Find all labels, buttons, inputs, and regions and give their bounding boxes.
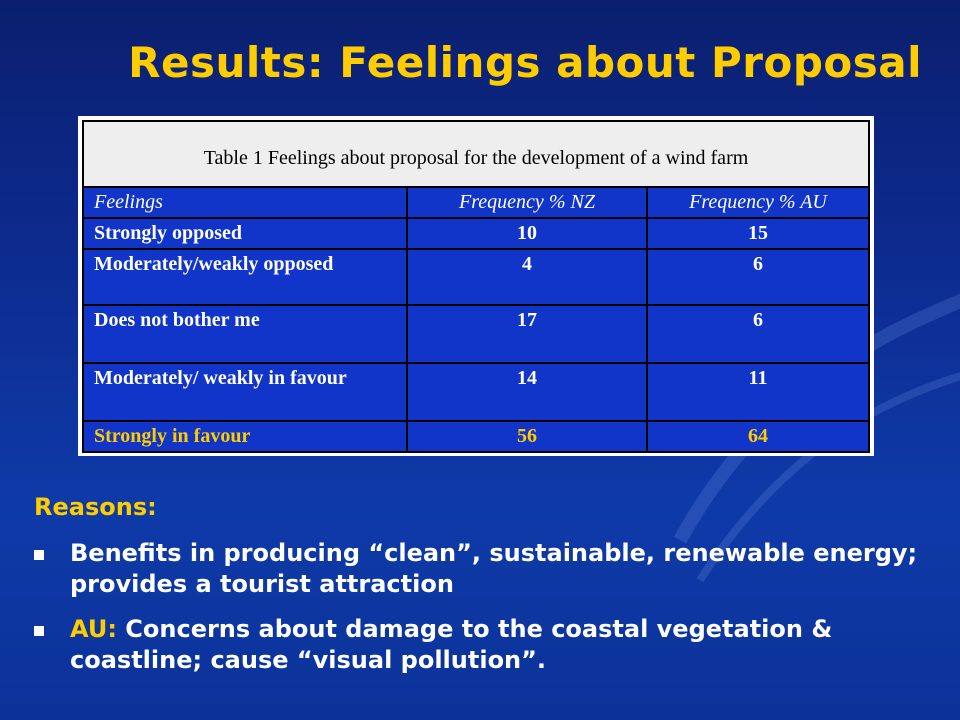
row-au-value: 11 xyxy=(646,362,870,422)
bullet-text: Concerns about damage to the coastal veg… xyxy=(70,615,833,674)
bullet-text: Benefits in producing “clean”, sustainab… xyxy=(70,539,918,598)
row-feeling: Strongly opposed xyxy=(82,217,408,250)
table-row: Strongly opposed 10 15 xyxy=(82,217,870,250)
row-feeling: Moderately/ weakly in favour xyxy=(82,362,408,422)
list-item: Benefits in producing “clean”, sustainab… xyxy=(34,538,934,600)
bullet-square-icon xyxy=(34,626,44,636)
header-feelings: Feelings xyxy=(82,186,408,219)
row-au-value: 6 xyxy=(646,248,870,306)
row-nz-value: 17 xyxy=(406,304,648,364)
row-nz-value: 10 xyxy=(406,217,648,250)
row-au-value: 15 xyxy=(646,217,870,250)
row-nz-value: 56 xyxy=(406,420,648,453)
row-au-value: 64 xyxy=(646,420,870,453)
bullet-prefix-au: AU: xyxy=(70,615,117,643)
reasons-heading: Reasons: xyxy=(34,493,157,521)
row-nz-value: 14 xyxy=(406,362,648,422)
table-row: Does not bother me 17 6 xyxy=(82,304,870,364)
row-feeling: Moderately/weakly opposed xyxy=(82,248,408,306)
table-caption: Table 1 Feelings about proposal for the … xyxy=(82,120,870,188)
row-nz-value: 4 xyxy=(406,248,648,306)
row-au-value: 6 xyxy=(646,304,870,364)
slide-title: Results: Feelings about Proposal xyxy=(128,38,922,87)
reasons-list: Benefits in producing “clean”, sustainab… xyxy=(34,538,934,690)
table-header-row: Feelings Frequency % NZ Frequency % AU xyxy=(82,186,870,219)
feelings-table: Table 1 Feelings about proposal for the … xyxy=(78,116,874,456)
list-item: AU: Concerns about damage to the coastal… xyxy=(34,614,934,676)
bullet-square-icon xyxy=(34,550,44,560)
table-row-highlighted: Strongly in favour 56 64 xyxy=(82,420,870,453)
header-frequency-nz: Frequency % NZ xyxy=(406,186,648,219)
table-row: Moderately/weakly opposed 4 6 xyxy=(82,248,870,306)
row-feeling: Strongly in favour xyxy=(82,420,408,453)
table-row: Moderately/ weakly in favour 14 11 xyxy=(82,362,870,422)
header-frequency-au: Frequency % AU xyxy=(646,186,870,219)
row-feeling: Does not bother me xyxy=(82,304,408,364)
